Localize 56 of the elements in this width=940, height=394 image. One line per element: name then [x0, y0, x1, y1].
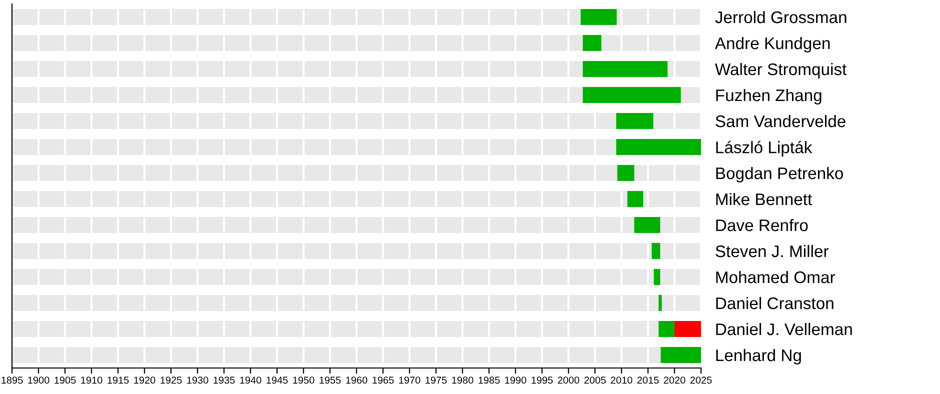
x-tick-label: 1910	[81, 376, 102, 384]
y-tick-label: Dave Renfro	[716, 218, 808, 232]
bar	[660, 346, 701, 364]
x-tick-label: 2005	[584, 376, 606, 384]
x-tick-label: 1995	[532, 376, 553, 384]
x-tick-label: 2010	[610, 376, 632, 384]
x-tick-label: 1940	[240, 376, 262, 384]
bar	[658, 294, 662, 312]
x-tick-label: 1925	[160, 376, 182, 384]
x-tick-label: 1935	[214, 376, 235, 384]
x-tick-label: 1960	[346, 376, 368, 384]
x-tick-label: 1980	[452, 376, 474, 384]
y-tick-label: Mike Bennett	[716, 192, 812, 206]
bar	[617, 164, 634, 182]
x-tick-label: 1895	[2, 376, 23, 384]
y-tick-label: Steven J. Miller	[716, 244, 829, 258]
bar	[582, 86, 681, 104]
x-tick-label: 1950	[293, 376, 314, 384]
bar	[616, 112, 654, 130]
x-tick-label: 1955	[320, 376, 341, 384]
x-tick-label: 1915	[108, 376, 129, 384]
x-tick-label: 1945	[266, 376, 288, 384]
y-tick-label: Sam Vandervelde	[716, 114, 846, 128]
bar	[634, 216, 660, 234]
bar	[674, 320, 701, 338]
y-tick-label: Jerrold Grossman	[715, 10, 846, 24]
bar	[582, 34, 602, 52]
y-tick-label: Lenhard Ng	[716, 348, 801, 364]
y-tick-label: Fuzhen Zhang	[716, 88, 822, 104]
bar	[658, 320, 674, 338]
x-tick-label: 1930	[187, 376, 208, 384]
x-tick-label: 1965	[372, 376, 394, 384]
y-tick-label: Daniel J. Velleman	[716, 322, 852, 336]
x-tick-label: 1905	[54, 376, 76, 384]
bar	[580, 8, 617, 26]
bar	[616, 138, 701, 156]
y-tick-label: Daniel Cranston	[716, 296, 834, 310]
x-tick-label: 1975	[426, 376, 447, 384]
bar	[627, 190, 644, 208]
y-tick-label: Andre Kundgen	[714, 36, 830, 52]
y-tick-label: László Lipták	[716, 140, 812, 157]
bar	[582, 60, 668, 78]
x-tick-label: 2015	[637, 376, 659, 384]
x-tick-label: 2025	[690, 376, 712, 384]
x-tick-label: 1900	[28, 376, 50, 384]
y-tick-label: Mohamed Omar	[716, 270, 836, 284]
x-tick-label: 2000	[558, 376, 580, 384]
bar	[652, 242, 660, 260]
x-tick-label: 1985	[478, 376, 500, 384]
y-tick-label: Walter Stromquist	[714, 62, 847, 78]
x-tick-label: 1920	[134, 376, 156, 384]
y-tick-label: Bogdan Petrenko	[716, 166, 843, 182]
x-tick-label: 1990	[505, 376, 526, 384]
x-tick-label: 2020	[664, 376, 686, 384]
x-tick-label: 1970	[399, 376, 420, 384]
bar	[654, 268, 660, 286]
